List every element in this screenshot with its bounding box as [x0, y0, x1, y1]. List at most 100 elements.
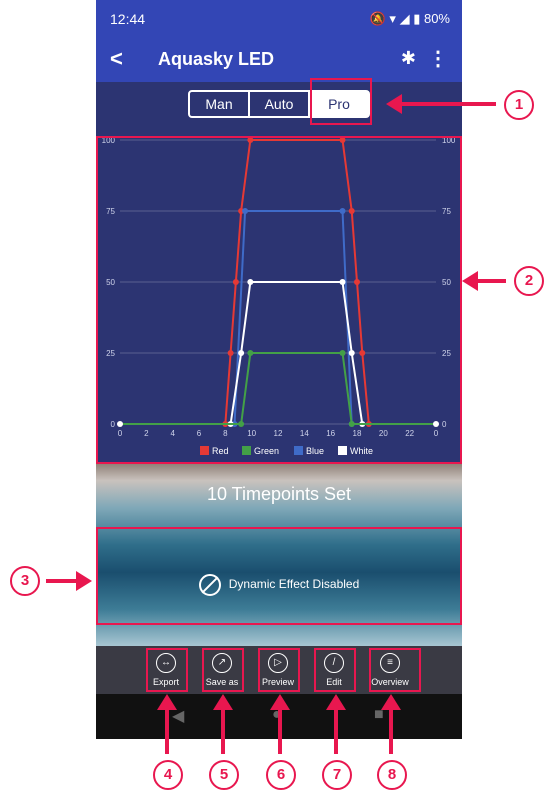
arrowhead-4 [157, 694, 177, 710]
y-tick-right-100: 100 [442, 136, 456, 145]
x-tick-11: 22 [405, 429, 414, 438]
y-tick-right-25: 25 [442, 349, 451, 358]
more-menu-icon[interactable]: ⋮ [428, 48, 448, 70]
status-icons: 🔕 ▾ ◢ ▮ 80% [370, 11, 450, 27]
dynamic-effect-status[interactable]: Dynamic Effect Disabled [96, 574, 462, 596]
arrowhead-1 [386, 94, 402, 114]
point-white-3 [247, 279, 254, 285]
mode-selector: Man Auto Pro [188, 90, 370, 118]
legend-label-red: Red [212, 446, 229, 456]
point-red-6 [339, 137, 346, 143]
callout-box-pro [310, 78, 372, 125]
callout-box-save-as [202, 648, 244, 692]
legend-swatch-green [242, 446, 251, 455]
y-tick-right-50: 50 [442, 278, 451, 287]
overview-label: Overview [371, 677, 409, 687]
status-bar: 12:44 🔕 ▾ ◢ ▮ 80% [96, 0, 462, 38]
point-green-3 [339, 350, 346, 356]
callout-number-3: 3 [10, 566, 40, 596]
series-line-white [120, 281, 436, 425]
callout-box-overview [369, 648, 421, 692]
callout-box-preview [258, 648, 300, 692]
legend-label-green: Green [254, 446, 279, 456]
export-icon: ↔ [156, 653, 176, 673]
callout-arrow-3 [46, 579, 78, 583]
point-white-5 [348, 350, 355, 356]
export-button[interactable]: ↔ Export [144, 650, 188, 687]
signal-icon: ◢ [399, 11, 410, 26]
x-tick-9: 18 [353, 429, 362, 438]
wifi-icon: ▾ [389, 11, 396, 26]
battery-level: 80% [423, 11, 450, 26]
nav-recents-icon[interactable]: ■ [374, 706, 384, 723]
edit-button[interactable]: / Edit [312, 650, 356, 687]
save-as-button[interactable]: ↗ Save as [200, 650, 244, 687]
edit-icon: / [324, 653, 344, 673]
back-arrow-icon[interactable]: < [110, 46, 123, 71]
callout-number-8: 8 [377, 760, 407, 790]
save-as-label: Save as [205, 677, 239, 687]
nav-back-icon[interactable]: ◀ [172, 708, 185, 725]
legend-swatch-white [338, 446, 347, 455]
callout-box-dynamic [96, 527, 462, 625]
point-red-2 [227, 350, 234, 356]
callout-arrow-2 [476, 279, 506, 283]
y-tick-right-0: 0 [442, 420, 447, 429]
preview-label: Preview [261, 677, 294, 687]
point-red-9 [359, 350, 366, 356]
callout-box-edit [314, 648, 356, 692]
status-time: 12:44 [110, 11, 146, 27]
callout-arrow-4 [165, 708, 169, 754]
export-label: Export [152, 677, 179, 687]
callout-number-7: 7 [322, 760, 352, 790]
point-green-4 [348, 421, 355, 427]
mode-auto-tab[interactable]: Auto [250, 92, 310, 116]
mode-pro-tab[interactable]: Pro [310, 92, 368, 116]
point-green-1 [238, 421, 245, 427]
y-tick-left-25: 25 [106, 349, 115, 358]
arrowhead-8 [381, 694, 401, 710]
callout-arrow-7 [334, 708, 338, 754]
callout-number-2: 2 [514, 266, 544, 296]
x-tick-2: 4 [170, 429, 175, 438]
callout-number-4: 4 [153, 760, 183, 790]
legend-swatch-red [200, 446, 209, 455]
x-tick-8: 16 [326, 429, 335, 438]
point-end [433, 421, 439, 427]
x-tick-4: 8 [223, 429, 228, 438]
light-schedule-chart[interactable]: 0 0 25 25 50 50 75 75 100 100 0 2 4 6 8 10 12 14 16 18 20 22 0… [96, 136, 462, 462]
y-tick-left-0: 0 [111, 420, 116, 429]
list-icon: ≡ [380, 653, 400, 673]
callout-box-chart [96, 136, 462, 464]
overview-button[interactable]: ≡ Overview [368, 650, 412, 687]
point-red-3 [232, 279, 239, 285]
preview-button[interactable]: ▷ Preview [256, 650, 300, 687]
point-white-4 [339, 279, 346, 285]
point-white-2 [238, 350, 245, 356]
point-red-8 [354, 279, 360, 285]
x-tick-0: 0 [118, 429, 123, 438]
mute-icon: 🔕 [369, 11, 386, 26]
x-tick-12: 0 [434, 429, 439, 438]
point-blue-3 [339, 208, 346, 214]
callout-arrow-6 [278, 708, 282, 754]
nav-home-icon[interactable]: ● [272, 706, 282, 723]
x-tick-3: 6 [197, 429, 202, 438]
legend-label-blue: Blue [306, 446, 324, 456]
point-green-2 [247, 350, 254, 356]
x-tick-1: 2 [144, 429, 149, 438]
callout-number-6: 6 [266, 760, 296, 790]
x-tick-6: 12 [274, 429, 283, 438]
arrowhead-6 [270, 694, 290, 710]
edit-label: Edit [326, 677, 342, 687]
timepoints-label: 10 Timepoints Set [206, 484, 352, 504]
bluetooth-icon[interactable]: ✱ [400, 48, 416, 68]
dynamic-effect-label: Dynamic Effect Disabled [228, 577, 360, 592]
app-title: Aquasky LED [158, 49, 275, 69]
arrowhead-2 [462, 271, 478, 291]
play-icon: ▷ [268, 653, 288, 673]
y-tick-left-50: 50 [106, 278, 115, 287]
mode-man-tab[interactable]: Man [190, 92, 250, 116]
callout-number-1: 1 [504, 90, 534, 120]
